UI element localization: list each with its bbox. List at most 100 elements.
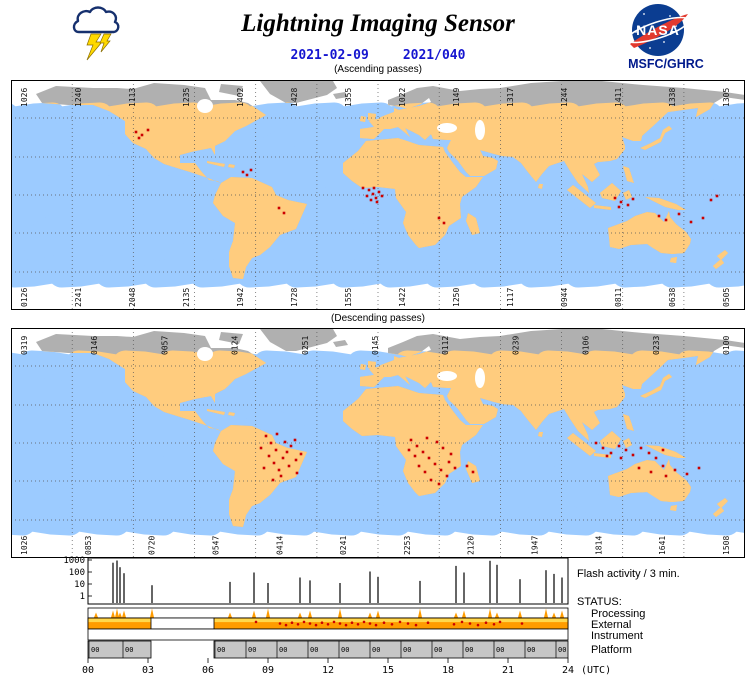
svg-text:0547: 0547 — [212, 536, 221, 555]
external-segment-top — [214, 618, 568, 623]
svg-text:2241: 2241 — [74, 288, 83, 307]
nasa-wordmark: NASA — [636, 22, 680, 38]
status-row-label-instrument: Instrument — [591, 630, 643, 642]
date-line: 2021-02-09 2021/040 — [0, 48, 756, 63]
svg-text:1235: 1235 — [182, 88, 191, 107]
page-title: Lightning Imaging Sensor — [241, 10, 515, 37]
instrument-row — [87, 628, 569, 641]
ascending-passes-map: 1026 1240 1113 1235 1402 1428 1355 1022 1149 1317… — [11, 80, 745, 310]
svg-text:1942: 1942 — [236, 288, 245, 307]
svg-text:0126: 0126 — [20, 288, 29, 307]
storm-cloud-lightning-icon — [72, 6, 120, 61]
svg-text:00: 00 — [558, 646, 566, 654]
svg-text:12: 12 — [322, 665, 334, 676]
external-red-marks — [254, 620, 524, 627]
svg-text:0241: 0241 — [339, 536, 348, 555]
svg-text:1947: 1947 — [531, 536, 540, 555]
svg-text:0319: 0319 — [20, 336, 29, 355]
svg-text:1244: 1244 — [560, 88, 569, 107]
svg-text:0414: 0414 — [275, 536, 284, 555]
svg-text:09: 09 — [262, 665, 274, 676]
nasa-orbit-ellipse — [626, 16, 690, 44]
svg-text:2135: 2135 — [182, 288, 191, 307]
svg-text:1026: 1026 — [20, 536, 29, 555]
svg-text:1422: 1422 — [398, 288, 407, 307]
svg-text:03: 03 — [142, 665, 154, 676]
svg-text:00: 00 — [465, 646, 473, 654]
svg-text:0145: 0145 — [371, 336, 380, 355]
nasa-stars — [635, 13, 677, 49]
orbit-time-labels: 0319 0146 0057 0124 0251 0145 0112 0239 0106 0233… — [20, 336, 731, 555]
svg-text:00: 00 — [217, 646, 225, 654]
status-row-label-external: External — [591, 619, 631, 631]
svg-text:(UTC): (UTC) — [581, 665, 611, 676]
granule-marks: 00 00 00 00 00 00 00 00 00 00 00 00 00 00 — [88, 641, 566, 658]
map-border — [11, 80, 745, 310]
svg-text:00: 00 — [341, 646, 349, 654]
svg-text:1728: 1728 — [290, 288, 299, 307]
processing-marks — [94, 608, 564, 618]
date-day-of-year: 2021/040 — [402, 48, 466, 63]
flash-plot-box — [87, 557, 569, 605]
lightning-bolt-icon — [86, 33, 103, 61]
svg-text:1026: 1026 — [20, 88, 29, 107]
svg-text:18: 18 — [442, 665, 454, 676]
svg-text:1149: 1149 — [452, 88, 461, 107]
svg-text:0239: 0239 — [511, 336, 520, 355]
svg-text:1402: 1402 — [236, 88, 245, 107]
svg-text:00: 00 — [527, 646, 535, 654]
svg-text:1000: 1000 — [63, 556, 85, 566]
platform-segment — [213, 640, 569, 659]
svg-text:1641: 1641 — [658, 536, 667, 555]
external-segment-top — [88, 618, 151, 623]
svg-text:100: 100 — [69, 568, 85, 578]
lightning-bolt-small-icon — [99, 33, 112, 53]
svg-text:1428: 1428 — [290, 88, 299, 107]
svg-text:1814: 1814 — [594, 536, 603, 555]
svg-text:2048: 2048 — [128, 288, 137, 307]
svg-text:1250: 1250 — [452, 288, 461, 307]
svg-text:0112: 0112 — [441, 336, 450, 355]
nasa-logo: NASA — [626, 4, 690, 56]
svg-text:2253: 2253 — [403, 536, 412, 555]
lightning-flash-dots — [259, 432, 701, 486]
flash-activity-status-panel: 1000 100 10 1 Flash activity / 3 min. STATUS:… — [63, 556, 679, 676]
svg-text:0720: 0720 — [148, 536, 157, 555]
time-axis: 00 03 06 09 12 15 18 21 24 (UTC) — [82, 658, 611, 676]
ascending-caption: (Ascending passes) — [334, 64, 422, 75]
lightning-flash-dots — [134, 128, 719, 225]
flash-activity-spikes — [112, 560, 563, 603]
flash-plot-y-axis: 1000 100 10 1 — [63, 556, 92, 602]
inland-seas — [197, 347, 485, 388]
svg-text:1411: 1411 — [614, 88, 623, 107]
svg-text:0233: 0233 — [652, 336, 661, 355]
svg-text:1355: 1355 — [344, 88, 353, 107]
svg-text:0146: 0146 — [90, 336, 99, 355]
platform-segment — [87, 640, 152, 659]
svg-text:1117: 1117 — [506, 288, 515, 307]
svg-text:0853: 0853 — [84, 536, 93, 555]
svg-text:00: 00 — [248, 646, 256, 654]
svg-text:0106: 0106 — [582, 336, 591, 355]
svg-text:0057: 0057 — [160, 336, 169, 355]
svg-text:00: 00 — [310, 646, 318, 654]
svg-text:2120: 2120 — [467, 536, 476, 555]
svg-text:1317: 1317 — [506, 88, 515, 107]
status-label: STATUS: — [577, 596, 622, 608]
orbit-time-labels: 1026 1240 1113 1235 1402 1428 1355 1022 1149 1317… — [20, 88, 731, 307]
descending-ca ption: (Descending passes) — [331, 313, 425, 324]
svg-text:00: 00 — [434, 646, 442, 654]
svg-text:1240: 1240 — [74, 88, 83, 107]
svg-text:00: 00 — [372, 646, 380, 654]
svg-text:00: 00 — [91, 646, 99, 654]
status-row-label-platform: Platform — [591, 644, 632, 656]
svg-text:0944: 0944 — [560, 288, 569, 307]
svg-text:0251: 0251 — [301, 336, 310, 355]
nasa-red-swoosh — [630, 14, 688, 48]
svg-text:1113: 1113 — [128, 88, 137, 107]
descending-passes-map: 0319 0146 0057 0124 0251 0145 0112 0239 0106 0233… — [11, 328, 745, 558]
svg-text:00: 00 — [403, 646, 411, 654]
date-iso: 2021-02-09 — [290, 48, 369, 63]
org-label: MSFC/GHRC — [628, 57, 704, 71]
